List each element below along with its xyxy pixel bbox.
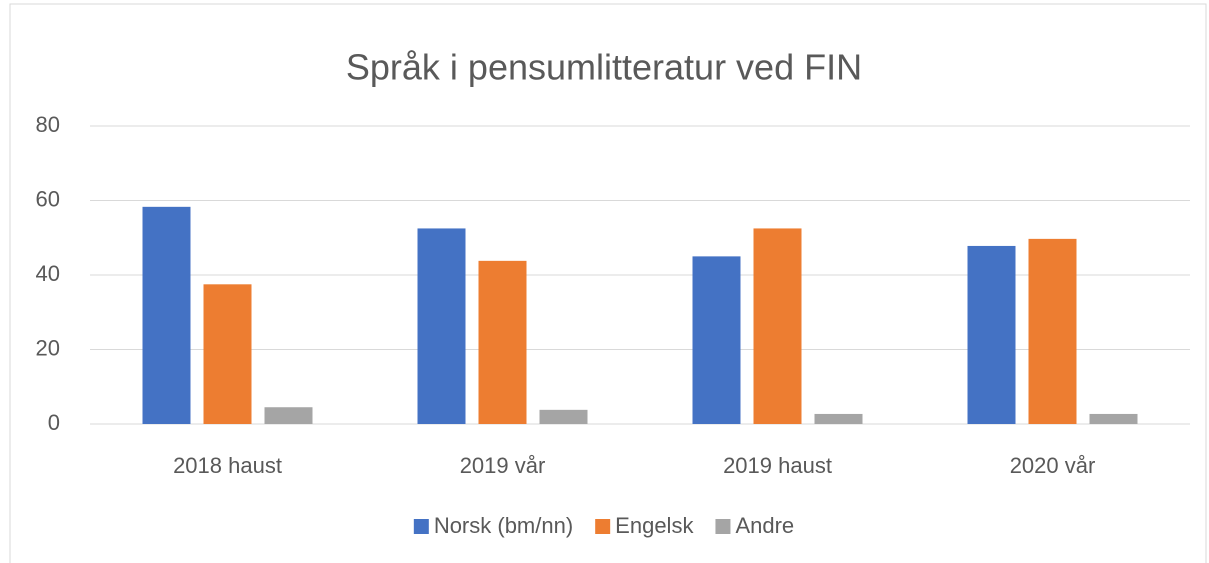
legend-label: Norsk (bm/nn) [434,513,573,538]
x-tick-label: 2019 haust [723,453,832,478]
x-tick-label: 2018 haust [173,453,282,478]
y-tick-label: 0 [48,410,60,435]
y-tick-label: 80 [36,112,60,137]
bar [814,413,863,424]
bar [692,256,741,424]
bar [967,245,1016,424]
x-tick-label: 2019 vår [460,453,546,478]
chart-title: Språk i pensumlitteratur ved FIN [346,47,862,88]
x-tick-label: 2020 vår [1010,453,1096,478]
legend-label: Andre [735,513,794,538]
bar [142,206,191,424]
bar [417,228,466,424]
bar [203,284,252,424]
bar [539,409,588,424]
y-tick-label: 40 [36,261,60,286]
legend-swatch [715,519,731,534]
y-tick-label: 20 [36,335,60,360]
bar [1089,413,1138,424]
legend-swatch [595,519,611,534]
bar [264,407,313,424]
bar [753,228,802,424]
y-tick-label: 60 [36,186,60,211]
bar [1028,238,1077,424]
legend-label: Engelsk [615,513,694,538]
bar [478,260,527,424]
legend-swatch [413,519,429,534]
